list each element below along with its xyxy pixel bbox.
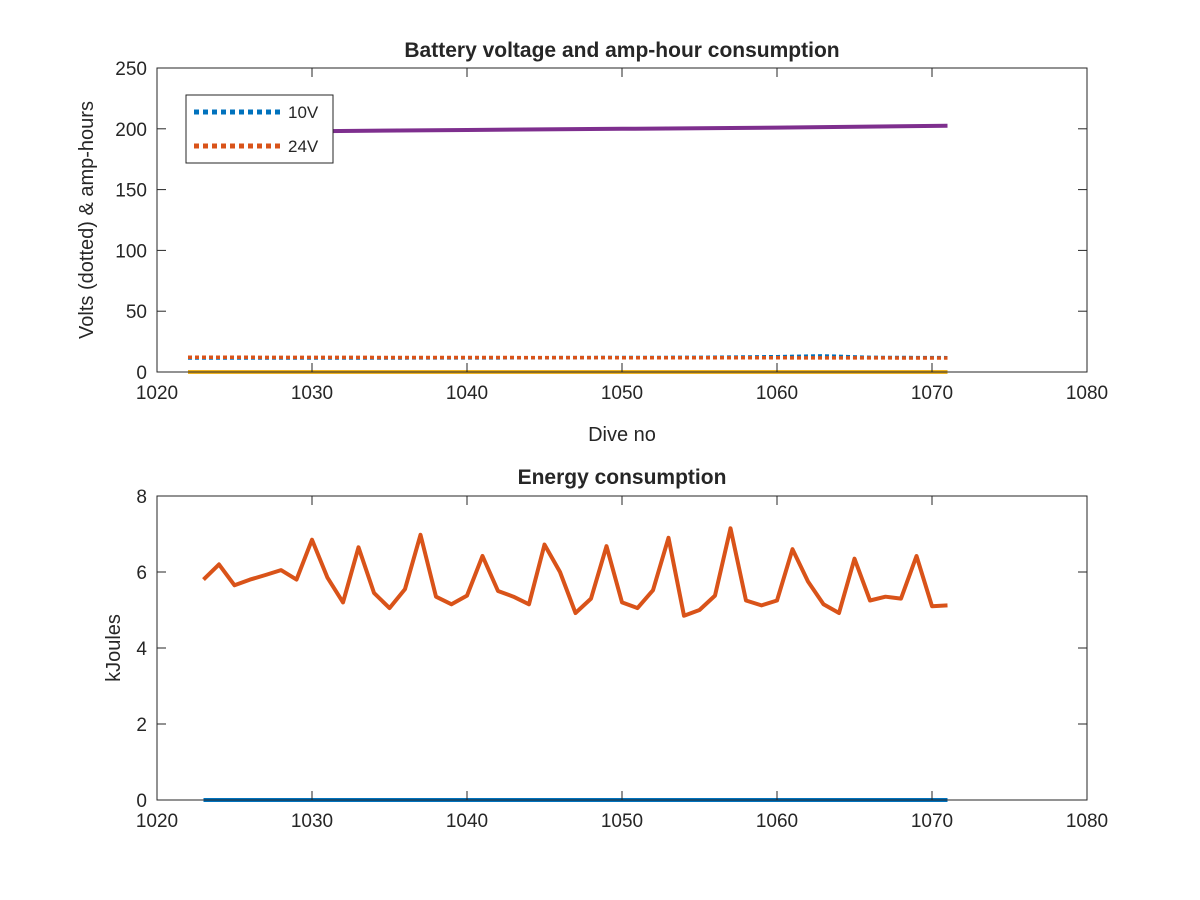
x-tick-label: 1050 bbox=[601, 383, 643, 404]
battery-voltage-y-label: Volts (dotted) & amp-hours bbox=[76, 101, 98, 339]
x-tick-label: 1080 bbox=[1066, 383, 1108, 404]
energy-consumption-series-line-1 bbox=[202, 526, 948, 618]
x-tick-label: 1020 bbox=[136, 383, 178, 404]
y-tick-label: 8 bbox=[136, 487, 147, 508]
energy-consumption-title: Energy consumption bbox=[518, 466, 727, 489]
x-tick-label: 1020 bbox=[136, 811, 178, 832]
energy-consumption-axes: 1020 1030 1040 1050 1060 1070 1080 0 2 4 6 8 Energ… bbox=[103, 466, 1108, 832]
y-tick-label: 0 bbox=[136, 791, 147, 812]
energy-consumption-y-ticks: 0 2 4 6 8 bbox=[136, 487, 1087, 812]
y-tick-label: 2 bbox=[136, 715, 147, 736]
x-tick-label: 1050 bbox=[601, 811, 643, 832]
x-tick-label: 1030 bbox=[291, 811, 333, 832]
x-tick-label: 1070 bbox=[911, 811, 953, 832]
battery-voltage-x-ticks: 1020 1030 1040 1050 1060 1070 1080 bbox=[136, 68, 1108, 404]
x-tick-label: 1040 bbox=[446, 811, 488, 832]
battery-voltage-title: Battery voltage and amp-hour consumption bbox=[404, 39, 839, 62]
x-tick-label: 1040 bbox=[446, 383, 488, 404]
y-tick-label: 250 bbox=[115, 59, 147, 80]
x-tick-label: 1060 bbox=[756, 811, 798, 832]
y-tick-label: 100 bbox=[115, 241, 147, 262]
x-tick-label: 1080 bbox=[1066, 811, 1108, 832]
battery-voltage-x-label: Dive no bbox=[588, 424, 656, 446]
battery-voltage-axes: 1020 1030 1040 1050 1060 1070 1080 0 50 100 150 20… bbox=[76, 39, 1108, 446]
y-tick-label: 4 bbox=[136, 639, 147, 660]
y-tick-label: 200 bbox=[115, 120, 147, 141]
battery-voltage-y-ticks: 0 50 100 150 200 250 bbox=[115, 59, 1087, 384]
energy-consumption-y-label: kJoules bbox=[103, 614, 125, 682]
y-tick-label: 50 bbox=[126, 302, 147, 323]
battery-voltage-series-line-1 bbox=[187, 355, 948, 360]
y-tick-label: 150 bbox=[115, 181, 147, 202]
x-tick-label: 1030 bbox=[291, 383, 333, 404]
y-tick-label: 6 bbox=[136, 563, 147, 584]
battery-voltage-legend: 10V 24V bbox=[185, 94, 334, 164]
energy-consumption-x-ticks: 1020 1030 1040 1050 1060 1070 1080 bbox=[136, 496, 1108, 832]
y-tick-label: 0 bbox=[136, 363, 147, 384]
legend-label-10v: 10V bbox=[288, 103, 319, 122]
x-tick-label: 1060 bbox=[756, 383, 798, 404]
x-tick-label: 1070 bbox=[911, 383, 953, 404]
legend-label-24v: 24V bbox=[288, 137, 319, 156]
